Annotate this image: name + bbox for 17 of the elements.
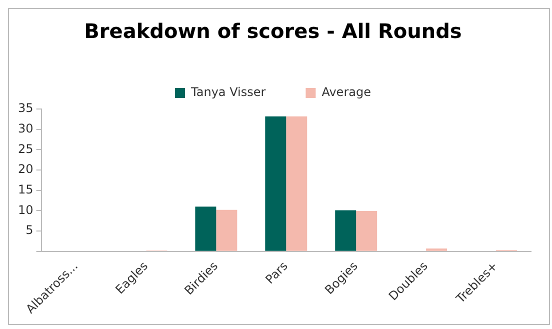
bar — [356, 211, 378, 251]
bar — [426, 248, 448, 251]
legend-label: Average — [322, 85, 371, 100]
y-tick-label: 25 — [18, 142, 34, 156]
y-tick-label: 35 — [18, 101, 34, 116]
y-tick-label: 5 — [26, 223, 34, 238]
legend-label: Tanya Visser — [190, 85, 266, 100]
bar — [265, 116, 286, 251]
y-tick-label: 30 — [18, 121, 34, 136]
bar — [216, 210, 238, 251]
bar — [335, 210, 356, 251]
bar — [195, 206, 216, 251]
y-tick-label: 15 — [18, 182, 34, 196]
bar — [286, 116, 308, 251]
y-tick-label: 20 — [18, 162, 34, 176]
y-tick-label: 10 — [18, 202, 34, 217]
chart-title: Breakdown of scores - All Rounds — [84, 19, 462, 44]
